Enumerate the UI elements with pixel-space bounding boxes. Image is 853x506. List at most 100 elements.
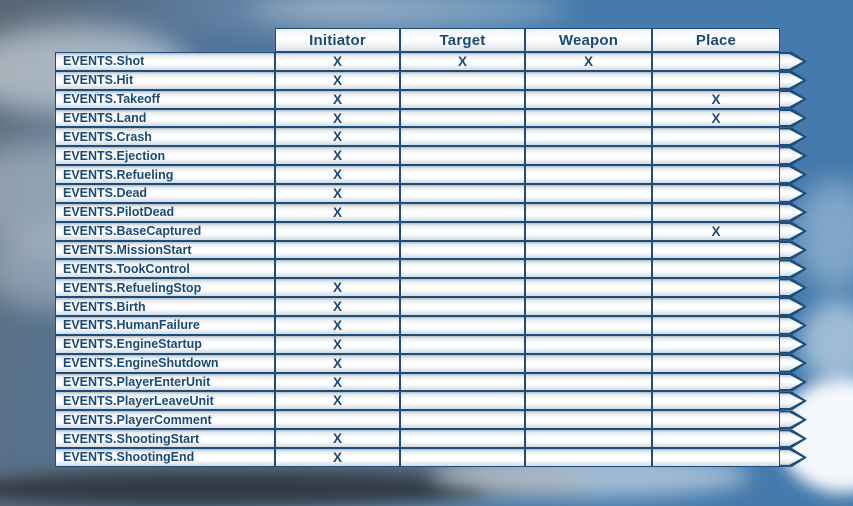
cell-place [652, 127, 780, 147]
cell-target [400, 429, 525, 449]
row-arrow-tip [780, 241, 807, 260]
cell-initiator: X [275, 127, 400, 147]
cell-place [652, 259, 780, 279]
cell-target [400, 127, 525, 147]
cell-place [652, 165, 780, 185]
cell-target [400, 70, 525, 90]
cell-place [652, 146, 780, 166]
table-row: EVENTS.RefuelingStop X [55, 278, 807, 298]
cell-initiator [275, 221, 400, 241]
table-row: EVENTS.HumanFailure X [55, 316, 807, 335]
cell-weapon [525, 184, 652, 203]
cell-target [400, 278, 525, 298]
cell-place [652, 70, 780, 90]
cell-weapon [525, 297, 652, 317]
cell-target [400, 391, 525, 411]
table-row: EVENTS.Dead X [55, 184, 807, 203]
table-row: EVENTS.PlayerComment [55, 410, 807, 430]
cell-place [652, 429, 780, 449]
cell-place [652, 184, 780, 203]
row-label: EVENTS.Crash [55, 127, 275, 147]
cell-weapon [525, 448, 652, 467]
cell-initiator: X [275, 89, 400, 109]
cell-weapon: X [525, 52, 652, 71]
table-row: EVENTS.Refueling X [55, 165, 807, 185]
table-row: EVENTS.PilotDead X [55, 202, 807, 222]
row-arrow-tip [780, 222, 807, 241]
cloud-top-center-wisp [250, 0, 570, 30]
table-row: EVENTS.BaseCaptured X [55, 221, 807, 241]
table-row: EVENTS.Birth X [55, 297, 807, 317]
cell-initiator: X [275, 70, 400, 90]
cell-weapon [525, 334, 652, 354]
row-arrow-tip [780, 165, 807, 184]
cloud-bottom-band-dark [0, 472, 490, 506]
row-arrow-tip [780, 354, 807, 373]
row-label: EVENTS.MissionStart [55, 240, 275, 260]
row-arrow-tip [780, 316, 807, 335]
row-label: EVENTS.Shot [55, 52, 275, 71]
events-fields-table: Initiator Target Weapon Place EVENTS.Sho… [55, 28, 807, 467]
cell-target [400, 184, 525, 203]
cell-weapon [525, 165, 652, 185]
cell-weapon [525, 70, 652, 90]
cell-target [400, 221, 525, 241]
row-arrow-tip [780, 373, 807, 392]
slide: { "slide": { "background": "photographic… [0, 0, 853, 480]
cell-weapon [525, 429, 652, 449]
cell-target [400, 372, 525, 392]
table-row: EVENTS.Hit X [55, 70, 807, 90]
cell-target [400, 297, 525, 317]
cell-target [400, 353, 525, 373]
cell-place [652, 278, 780, 298]
table-rows: EVENTS.Shot X X X EVENTS.Hit X EVENTS.Ta… [55, 52, 807, 467]
row-arrow-tip [780, 391, 807, 410]
cell-initiator: X [275, 297, 400, 317]
row-arrow-tip [780, 297, 807, 316]
cell-place: X [652, 108, 780, 128]
cell-initiator: X [275, 52, 400, 71]
cell-initiator [275, 240, 400, 260]
cell-target: X [400, 52, 525, 71]
cell-target [400, 108, 525, 128]
table-row: EVENTS.TookControl [55, 259, 807, 279]
cell-target [400, 448, 525, 467]
row-arrow-tip [780, 203, 807, 222]
cell-initiator: X [275, 146, 400, 166]
table-row: EVENTS.PlayerEnterUnit X [55, 372, 807, 392]
table-row: EVENTS.Crash X [55, 127, 807, 147]
cell-place [652, 448, 780, 467]
row-arrow-tip [780, 278, 807, 297]
row-arrow-tip [780, 146, 807, 165]
cell-weapon [525, 89, 652, 109]
cell-initiator: X [275, 334, 400, 354]
cell-target [400, 334, 525, 354]
table-row: EVENTS.Ejection X [55, 146, 807, 166]
cell-initiator: X [275, 316, 400, 335]
cell-weapon [525, 127, 652, 147]
row-label: EVENTS.HumanFailure [55, 316, 275, 335]
row-label: EVENTS.EngineStartup [55, 334, 275, 354]
row-arrow-tip [780, 335, 807, 354]
cell-target [400, 410, 525, 430]
row-label: EVENTS.Birth [55, 297, 275, 317]
table-row: EVENTS.ShootingStart X [55, 429, 807, 449]
table-row: EVENTS.PlayerLeaveUnit X [55, 391, 807, 411]
row-label: EVENTS.EngineShutdown [55, 353, 275, 373]
column-header-target: Target [400, 28, 525, 52]
cell-weapon [525, 410, 652, 430]
cell-weapon [525, 278, 652, 298]
row-label: EVENTS.ShootingStart [55, 429, 275, 449]
cell-place [652, 410, 780, 430]
cell-place [652, 372, 780, 392]
row-arrow-tip [780, 127, 807, 146]
cell-weapon [525, 353, 652, 373]
cell-initiator [275, 410, 400, 430]
cell-place [652, 334, 780, 354]
row-arrow-tip [780, 259, 807, 278]
cell-place [652, 391, 780, 411]
cell-place [652, 316, 780, 335]
row-label: EVENTS.PlayerLeaveUnit [55, 391, 275, 411]
cell-target [400, 89, 525, 109]
table-row: EVENTS.EngineStartup X [55, 334, 807, 354]
